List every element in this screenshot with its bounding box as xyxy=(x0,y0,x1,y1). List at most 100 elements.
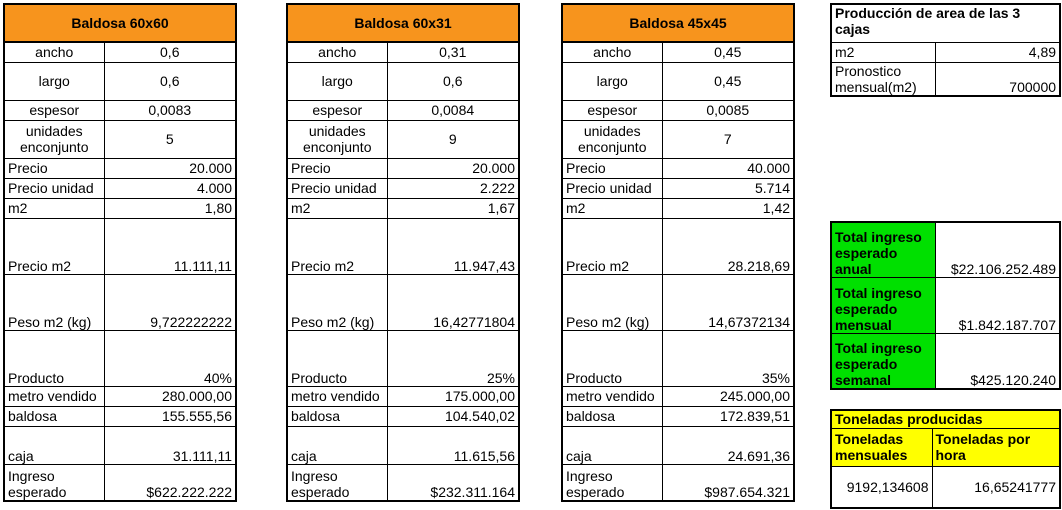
precio-m2-value: 11.947,43 xyxy=(386,217,521,275)
anual-value: $22.106.252.489 xyxy=(934,221,1061,278)
table-row: caja 24.691,36 xyxy=(561,425,796,465)
unidades-value: 5 xyxy=(103,119,238,159)
precio-label: Precio xyxy=(286,157,388,179)
mensual-label: Total ingreso esperado mensual xyxy=(830,276,936,334)
table-row: Precio unidad 5.714 xyxy=(561,177,796,199)
produccion-m2-value: 4,89 xyxy=(934,41,1062,63)
peso-m2-label: Peso m2 (kg) xyxy=(561,273,663,331)
precio-unidad-value: 4.000 xyxy=(103,177,238,199)
espesor-value: 0,0084 xyxy=(386,99,521,121)
precio-m2-value: 28.218,69 xyxy=(661,217,796,275)
table-row: largo 0,6 xyxy=(3,61,238,101)
espesor-value: 0,0083 xyxy=(103,99,238,121)
producto-value: 40% xyxy=(103,329,238,387)
table-row: Precio 20.000 xyxy=(3,157,238,179)
table-row: metro vendido 280.000,00 xyxy=(3,385,238,407)
precio-unidad-label: Precio unidad xyxy=(286,177,388,199)
table-row: Peso m2 (kg) 9,722222222 xyxy=(3,273,238,331)
toneladas-mensuales-label: Toneladas mensuales xyxy=(830,427,933,467)
largo-label: largo xyxy=(3,61,105,101)
m2-value: 1,42 xyxy=(661,197,796,219)
table-row: Ingreso esperado $987.654.321 xyxy=(561,463,796,502)
caja-value: 11.615,56 xyxy=(386,425,521,465)
toneladas-mensuales-value: 9192,134608 xyxy=(830,465,933,509)
baldosa-value: 104.540,02 xyxy=(386,405,521,427)
ingresos-table: Total ingreso esperado anual $22.106.252… xyxy=(830,221,1061,390)
table-row: Precio unidad 2.222 xyxy=(286,177,521,199)
metro-vendido-value: 245.000,00 xyxy=(661,385,796,407)
table-row: unidades enconjunto 5 xyxy=(3,119,238,159)
pronostico-value: 700000 xyxy=(934,61,1062,97)
baldosa-value: 155.555,56 xyxy=(103,405,238,427)
metro-vendido-label: metro vendido xyxy=(286,385,388,407)
semanal-label: Total ingreso esperado semanal xyxy=(830,332,936,390)
baldosa-label: baldosa xyxy=(561,405,663,427)
precio-m2-label: Precio m2 xyxy=(561,217,663,275)
caja-label: caja xyxy=(561,425,663,465)
table-row: unidades enconjunto 9 xyxy=(286,119,521,159)
table-row: Producto 40% xyxy=(3,329,238,387)
table-row: baldosa 155.555,56 xyxy=(3,405,238,427)
ancho-label: ancho xyxy=(3,41,105,63)
toneladas-table: Toneladas producidas Toneladas mensuales… xyxy=(829,409,1062,509)
m2-value: 1,67 xyxy=(386,197,521,219)
largo-value: 0,6 xyxy=(103,61,238,101)
peso-m2-value: 16,42771804 xyxy=(386,273,521,331)
metro-vendido-label: metro vendido xyxy=(3,385,105,407)
table-row: baldosa 172.839,51 xyxy=(561,405,796,427)
pronostico-label: Pronostico mensual(m2) xyxy=(830,61,936,97)
table-row: metro vendido 175.000,00 xyxy=(286,385,521,407)
precio-unidad-value: 2.222 xyxy=(386,177,521,199)
largo-label: largo xyxy=(286,61,388,101)
baldosa-label: baldosa xyxy=(286,405,388,427)
table-row: largo 0,45 xyxy=(561,61,796,101)
precio-unidad-label: Precio unidad xyxy=(561,177,663,199)
precio-label: Precio xyxy=(561,157,663,179)
table-row: ancho 0,6 xyxy=(3,41,238,63)
m2-label: m2 xyxy=(561,197,663,219)
table-row: largo 0,6 xyxy=(286,61,521,101)
caja-value: 31.111,11 xyxy=(103,425,238,465)
baldosa-table-2: Baldosa 60x31 ancho 0,31 largo 0,6 espesor 0,0… xyxy=(285,3,521,502)
anual-label: Total ingreso esperado anual xyxy=(830,221,936,278)
ingreso-label: Ingreso esperado xyxy=(3,463,105,502)
table-row: caja 31.111,11 xyxy=(3,425,238,465)
table-row: m2 1,42 xyxy=(561,197,796,219)
espesor-label: espesor xyxy=(286,99,388,121)
table-title: Baldosa 45x45 xyxy=(560,3,796,43)
unidades-label: unidades enconjunto xyxy=(561,119,663,159)
ingreso-value: $987.654.321 xyxy=(661,463,796,502)
produccion-table: Producción de area de las 3 cajas m2 4,8… xyxy=(829,3,1062,97)
table-row: Ingreso esperado $622.222.222 xyxy=(3,463,238,502)
peso-m2-value: 9,722222222 xyxy=(103,273,238,331)
peso-m2-label: Peso m2 (kg) xyxy=(286,273,388,331)
m2-value: 1,80 xyxy=(103,197,238,219)
caja-label: caja xyxy=(3,425,105,465)
ancho-value: 0,31 xyxy=(386,41,521,63)
ingreso-value: $232.311.164 xyxy=(386,463,521,502)
table-row: espesor 0,0083 xyxy=(3,99,238,121)
table-row: espesor 0,0085 xyxy=(561,99,796,121)
table-row: Precio m2 11.111,11 xyxy=(3,217,238,275)
unidades-label: unidades enconjunto xyxy=(3,119,105,159)
precio-m2-value: 11.111,11 xyxy=(103,217,238,275)
table-row: m2 1,67 xyxy=(286,197,521,219)
table-row: unidades enconjunto 7 xyxy=(561,119,796,159)
largo-value: 0,6 xyxy=(386,61,521,101)
unidades-value: 9 xyxy=(386,119,521,159)
table-row: Precio m2 11.947,43 xyxy=(286,217,521,275)
precio-value: 40.000 xyxy=(661,157,796,179)
table-row: m2 1,80 xyxy=(3,197,238,219)
table-row: Precio 40.000 xyxy=(561,157,796,179)
ingreso-label: Ingreso esperado xyxy=(561,463,663,502)
precio-value: 20.000 xyxy=(386,157,521,179)
unidades-label: unidades enconjunto xyxy=(286,119,388,159)
table-title: Baldosa 60x60 xyxy=(2,3,238,43)
ingreso-label: Ingreso esperado xyxy=(286,463,388,502)
metro-vendido-value: 280.000,00 xyxy=(103,385,238,407)
semanal-value: $425.120.240 xyxy=(934,332,1061,390)
precio-m2-label: Precio m2 xyxy=(3,217,105,275)
m2-label: m2 xyxy=(286,197,388,219)
table-row: Peso m2 (kg) 14,67372134 xyxy=(561,273,796,331)
espesor-label: espesor xyxy=(561,99,663,121)
